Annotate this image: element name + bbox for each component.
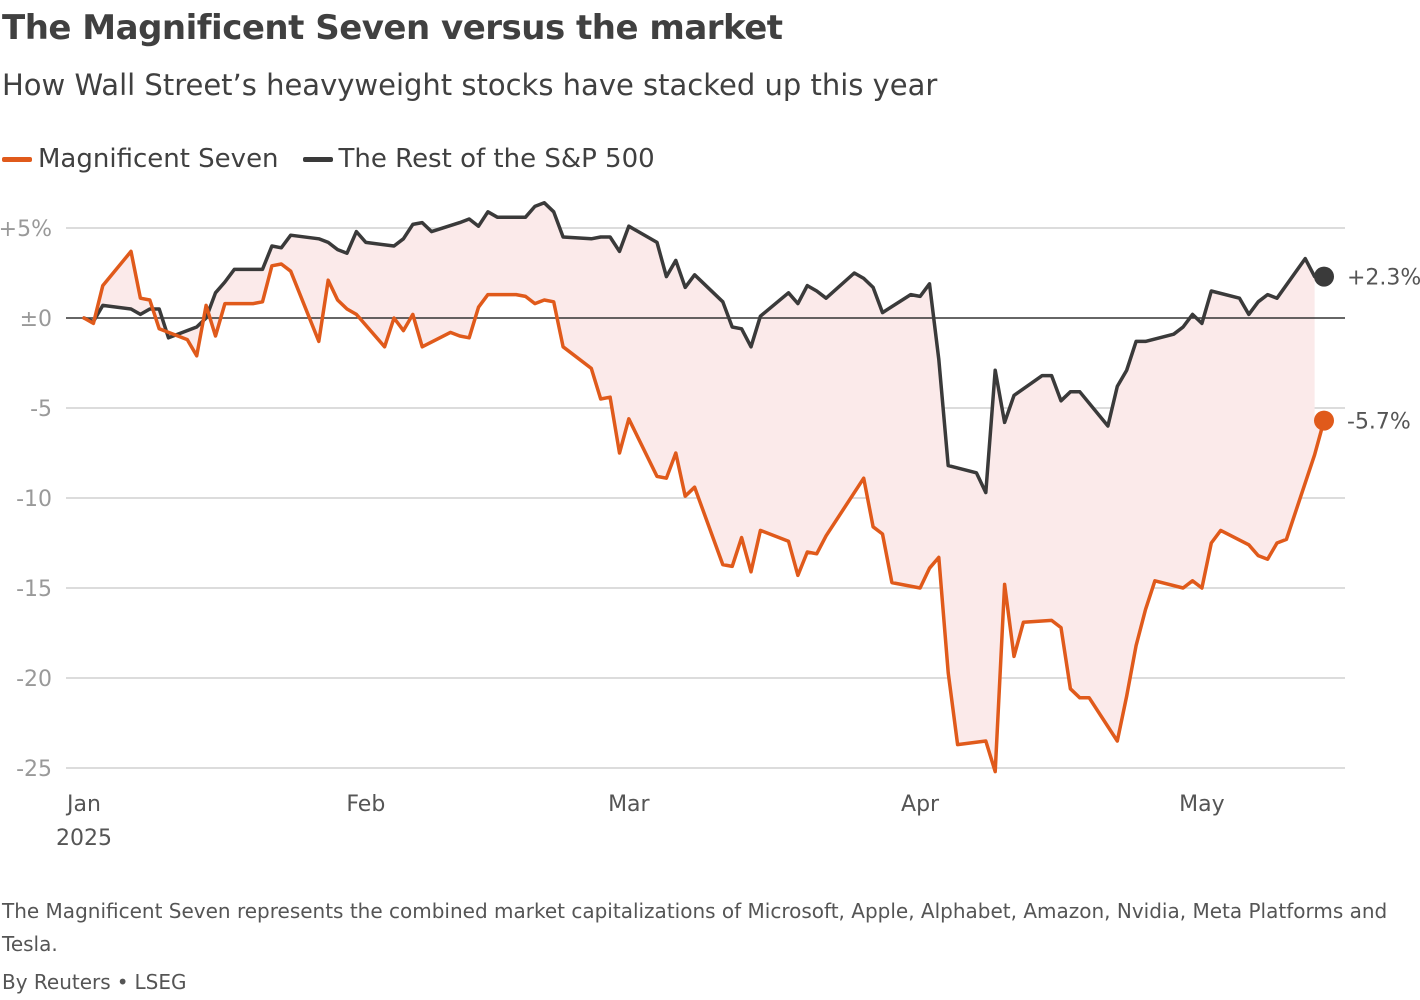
chart-title: The Magnificent Seven versus the market [2, 8, 783, 48]
source-separator: • [116, 970, 129, 994]
y-tick-label: ±0 [20, 307, 52, 332]
y-tick-label: -20 [16, 667, 52, 692]
end-label-rest-of-sp500: +2.3% [1347, 266, 1420, 291]
x-tick-label: Apr [901, 792, 940, 817]
chart-footnote: The Magnificent Seven represents the com… [2, 899, 1388, 956]
series-line-rest-of-sp500 [82, 201, 1317, 495]
x-tick-label: Mar [608, 792, 650, 817]
legend-item-magnificent-seven: Magnificent Seven [2, 144, 279, 174]
y-axis-labels: +5% ±0 -5 -10 -15 -20 -25 [0, 217, 52, 782]
y-tick-label: +5% [0, 217, 52, 242]
chart-subtitle: How Wall Street’s heavyweight stocks hav… [2, 68, 938, 102]
source-byline: By Reuters [2, 970, 111, 994]
x-tick-label: May [1179, 792, 1224, 817]
end-marker-rest-of-sp500 [1314, 266, 1334, 287]
x-axis-labels: Jan 2025 Feb Mar Apr May [56, 792, 1225, 851]
legend-label-rest-of-sp500: The Rest of the S&P 500 [338, 144, 655, 174]
y-tick-label: -10 [16, 487, 52, 512]
y-tick-label: -15 [16, 577, 52, 602]
line-chart: +5% ±0 -5 -10 -15 -20 -25 Jan 2025 Feb Mar Apr May -5… [0, 201, 1420, 851]
series-line-magnificent-seven [82, 249, 1326, 774]
x-tick-label: Jan [65, 792, 101, 817]
legend-swatch-rest-of-sp500 [302, 156, 333, 162]
chart-source: By Reuters • LSEG [2, 970, 186, 994]
legend-swatch-magnificent-seven [2, 156, 32, 162]
fill-between-series [84, 202, 1324, 772]
chart-legend: Magnificent Seven The Rest of the S&P 50… [2, 142, 679, 176]
source-data-provider: LSEG [134, 970, 187, 994]
legend-label-magnificent-seven: Magnificent Seven [38, 144, 279, 174]
end-marker-magnificent-seven [1314, 410, 1334, 431]
y-tick-label: -5 [30, 397, 52, 422]
legend-item-rest-of-sp500: The Rest of the S&P 500 [302, 144, 655, 174]
x-tick-label: Feb [346, 792, 385, 817]
x-tick-sublabel: 2025 [56, 826, 112, 851]
y-tick-label: -25 [16, 757, 52, 782]
end-label-magnificent-seven: -5.7% [1347, 410, 1411, 435]
